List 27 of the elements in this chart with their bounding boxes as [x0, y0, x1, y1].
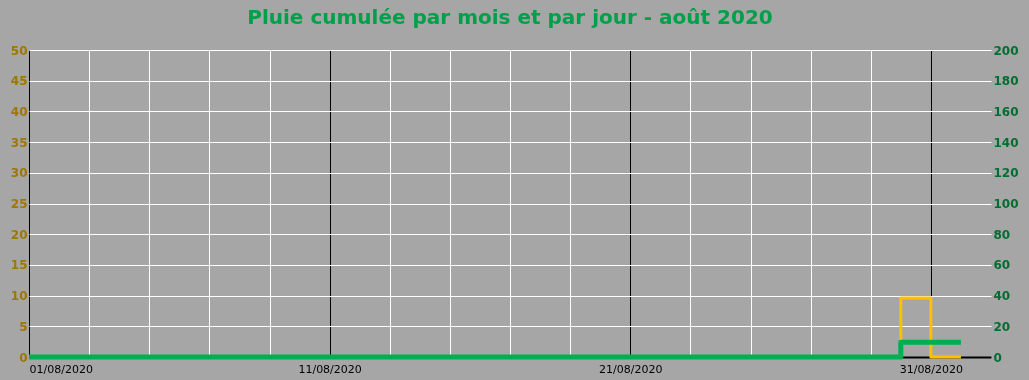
chart-title: Pluie cumulée par mois et par jour - août 2020	[247, 5, 773, 29]
y-tick-label: 30	[10, 166, 28, 181]
y-tick-label: 45	[10, 74, 28, 89]
y-tick-label: 5	[19, 319, 28, 334]
y2-tick-label: 180	[993, 74, 1019, 89]
y2-tick-label: 0	[993, 350, 1002, 365]
y2-tick-label: 120	[993, 166, 1019, 181]
y2-tick-label: 200	[993, 43, 1019, 58]
y-tick-label: 20	[10, 227, 28, 242]
y-tick-label: 15	[10, 258, 28, 273]
x-tick-label: 31/08/2020	[899, 362, 964, 376]
x-tick-label: 21/08/2020	[599, 362, 663, 376]
y2-tick-label: 100	[993, 197, 1019, 211]
x-tick-label: 01/08/2020	[29, 362, 93, 376]
y-tick-label: 25	[10, 197, 28, 211]
y-tick-label: 50	[10, 43, 28, 58]
y2-tick-label: 20	[993, 319, 1011, 334]
y-tick-label: 40	[10, 104, 28, 119]
y2-tick-label: 140	[993, 135, 1019, 150]
y2-tick-label: 80	[993, 227, 1011, 242]
y-tick-label: 0	[19, 350, 28, 365]
y-tick-label: 35	[10, 135, 28, 150]
y2-tick-label: 40	[993, 289, 1011, 304]
y2-tick-label: 160	[993, 104, 1019, 119]
x-tick-label: 11/08/2020	[298, 362, 362, 376]
y-tick-label: 10	[10, 289, 28, 304]
y2-tick-label: 60	[993, 258, 1011, 273]
